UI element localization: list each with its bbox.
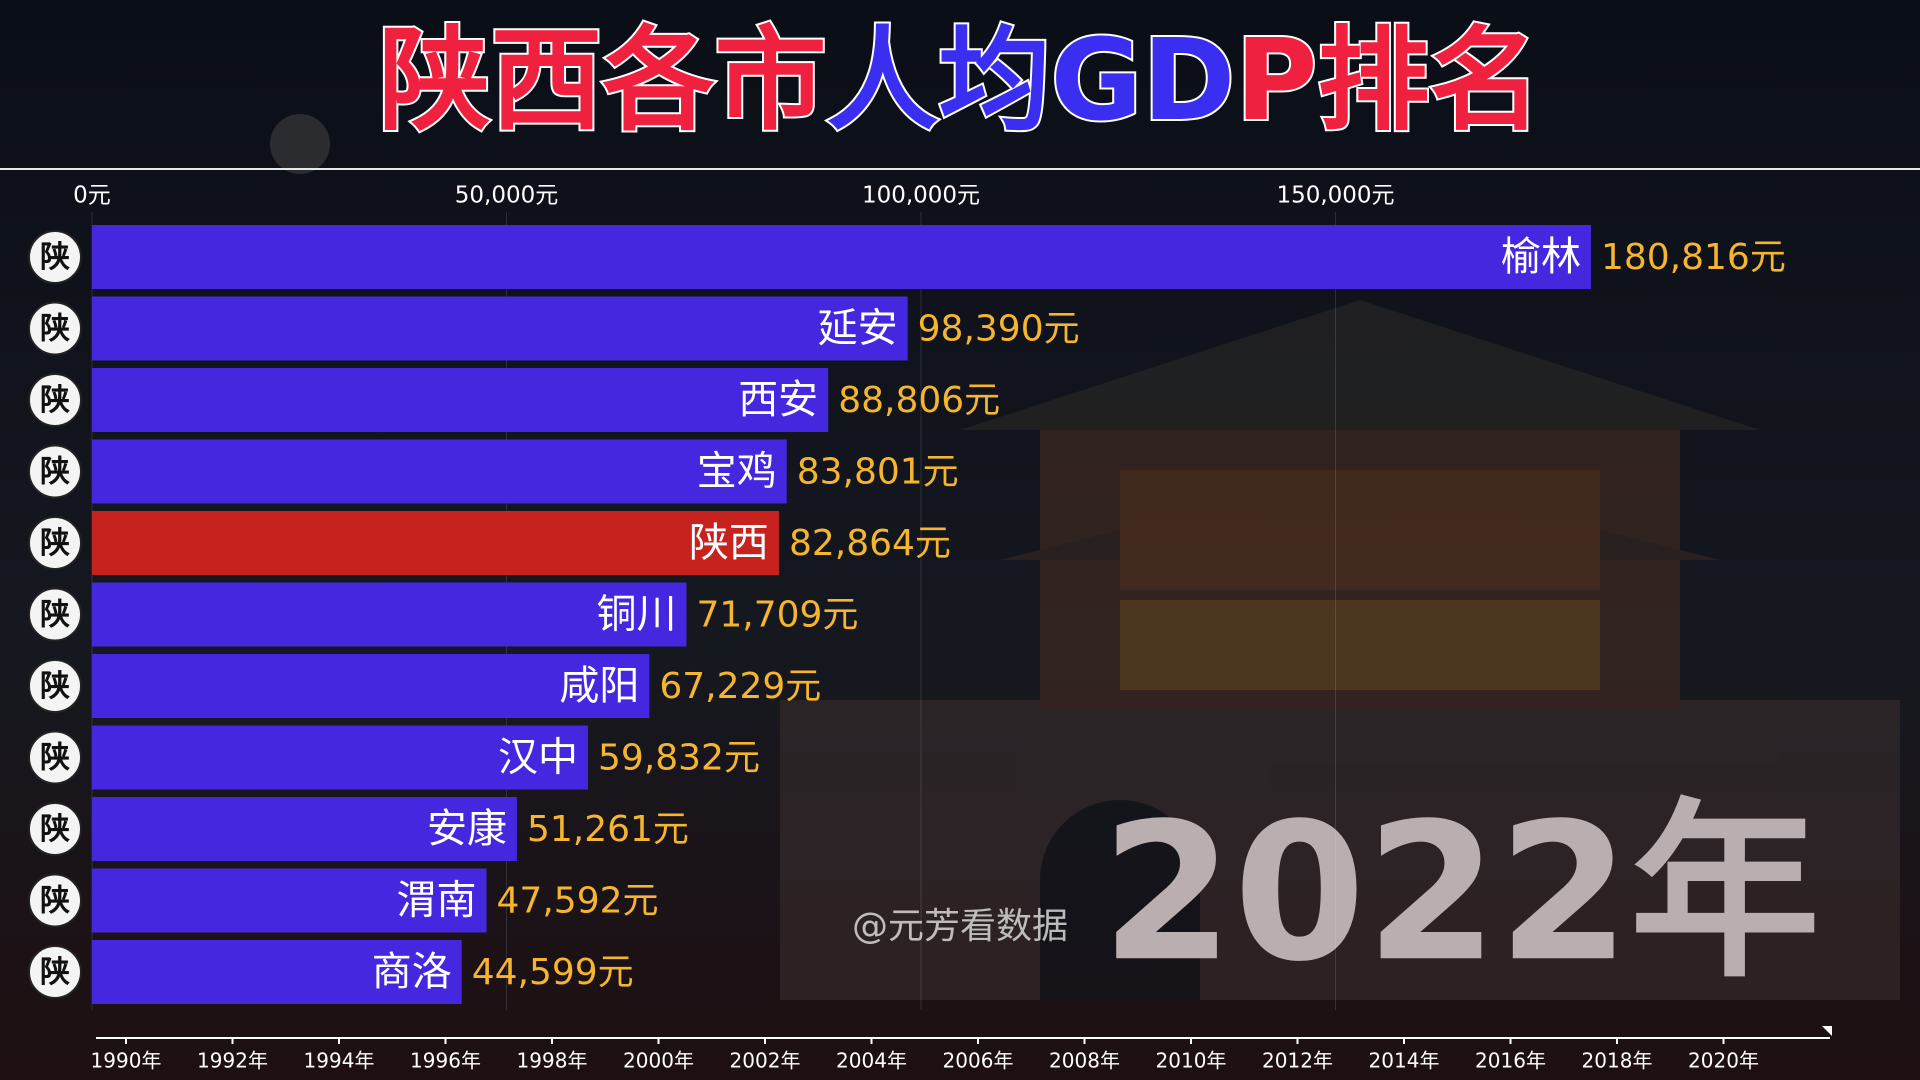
chart-title: 陕西各市人均GDP排名 (379, 16, 1542, 146)
timeline-label: 2002年 (730, 1049, 801, 1073)
value-label: 71,709元 (696, 595, 858, 636)
bar (92, 296, 908, 361)
icon (28, 301, 82, 356)
icon (28, 587, 82, 642)
category-label: 汉中 (498, 735, 578, 781)
icon-label: 陕 (40, 383, 70, 418)
watermark: @元芳看数据 (852, 906, 1068, 947)
x-tick-label: 100,000元 (862, 183, 980, 209)
category-label: 渭南 (397, 878, 477, 924)
icon-label: 陕 (40, 812, 70, 847)
bar (92, 797, 517, 861)
icon (28, 945, 82, 999)
bar (92, 225, 1591, 289)
bar (92, 439, 787, 504)
bar (92, 868, 487, 933)
timeline-label: 2004年 (836, 1049, 907, 1073)
bar (92, 654, 650, 718)
x-tick-label: 50,000元 (455, 183, 558, 209)
icon-label: 陕 (40, 312, 70, 347)
timeline-label: 2000年 (623, 1049, 694, 1073)
category-label: 榆林 (1501, 234, 1581, 280)
year-label: 2022年 (1101, 782, 1820, 1003)
icon (28, 659, 82, 713)
category-label: 安康 (427, 806, 507, 852)
moon (270, 114, 330, 174)
bar (92, 368, 829, 432)
icon-label: 陕 (40, 955, 70, 990)
category-label: 铜川 (596, 592, 676, 638)
bar (92, 511, 779, 575)
icon (28, 373, 82, 427)
value-label: 82,864元 (789, 523, 951, 564)
icon-label: 陕 (40, 455, 70, 490)
bar (92, 940, 462, 1004)
timeline-label: 2012年 (1262, 1049, 1333, 1073)
icon-label: 陕 (40, 741, 70, 776)
category-label: 陕西 (689, 520, 769, 566)
timeline-label: 2008年 (1049, 1049, 1120, 1073)
timeline-label: 2006年 (943, 1049, 1014, 1073)
bar (92, 725, 589, 790)
timeline-label: 2016年 (1475, 1049, 1546, 1073)
category-label: 西安 (738, 377, 818, 423)
bar (92, 582, 687, 647)
x-tick-label: 0元 (73, 183, 111, 209)
icon (28, 516, 82, 570)
timeline-label: 2020年 (1688, 1049, 1759, 1073)
category-label: 商洛 (372, 949, 452, 995)
category-label: 咸阳 (559, 663, 639, 709)
value-label: 88,806元 (838, 380, 1000, 421)
icon (28, 444, 82, 499)
x-tick-label: 150,000元 (1276, 183, 1394, 209)
timeline-label: 2010年 (1156, 1049, 1227, 1073)
icon (28, 230, 82, 284)
timeline-label: 1994年 (304, 1049, 375, 1073)
timeline-label: 2018年 (1582, 1049, 1653, 1073)
value-label: 180,816元 (1601, 237, 1786, 278)
icon-label: 陕 (40, 884, 70, 919)
value-label: 47,592元 (497, 881, 659, 922)
value-label: 59,832元 (598, 738, 760, 779)
icon-label: 陕 (40, 669, 70, 704)
timeline-label: 1992年 (197, 1049, 268, 1073)
value-label: 67,229元 (659, 666, 821, 707)
timeline-label: 1998年 (517, 1049, 588, 1073)
value-label: 83,801元 (797, 452, 959, 493)
timeline-label: 1990年 (91, 1049, 162, 1073)
value-label: 98,390元 (918, 309, 1080, 350)
building-silhouette (780, 300, 1900, 1000)
value-label: 51,261元 (527, 809, 689, 850)
timeline-label: 1996年 (410, 1049, 481, 1073)
icon (28, 802, 82, 856)
category-label: 延安 (818, 306, 898, 352)
icon-label: 陕 (40, 526, 70, 561)
value-label: 44,599元 (472, 952, 634, 993)
icon-label: 陕 (40, 598, 70, 633)
icon (28, 730, 82, 785)
timeline-label: 2014年 (1369, 1049, 1440, 1073)
icon-label: 陕 (40, 240, 70, 275)
icon (28, 873, 82, 928)
timeline-marker (1822, 1026, 1832, 1036)
category-label: 宝鸡 (697, 449, 777, 495)
